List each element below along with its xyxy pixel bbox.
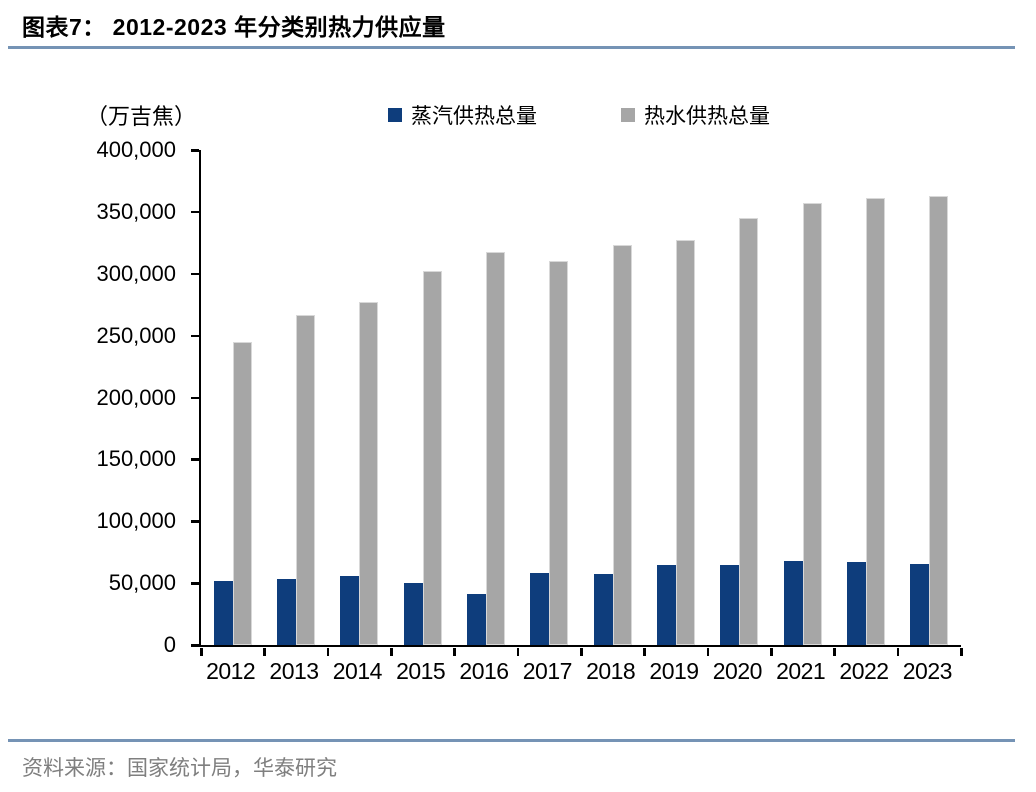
steam-bar-2013 — [277, 579, 296, 645]
hot-water-bar-2017 — [549, 261, 569, 645]
steam-bar-2022 — [847, 562, 866, 645]
y-axis-tick-mark — [190, 334, 199, 338]
steam-legend-label: 蒸汽供热总量 — [411, 105, 537, 128]
y-axis-tick-mark — [190, 458, 199, 461]
chart-title: 图表7： 2012-2023 年分类别热力供应量 — [22, 14, 446, 40]
source-note: 资料来源：国家统计局，华泰研究 — [22, 756, 337, 780]
steam-bar-2012 — [213, 581, 233, 645]
y-axis-tick-label: 200,000 — [96, 384, 176, 410]
y-axis-tick-label: 350,000 — [96, 198, 176, 224]
hot-water-legend-label: 热水供热总量 — [644, 105, 770, 128]
y-axis-tick-mark — [190, 644, 199, 647]
y-axis-tick-mark — [190, 582, 199, 585]
chart-legend: 蒸汽供热总量 热水供热总量 — [199, 100, 959, 130]
y-axis-tick-label: 300,000 — [96, 260, 176, 286]
x-axis-tick-label: 2021 — [776, 658, 826, 684]
y-axis-tick-label: 150,000 — [96, 446, 176, 472]
hot-water-bar-2018 — [612, 244, 632, 645]
y-axis-tick-mark — [190, 520, 199, 523]
steam-bar-2020 — [720, 564, 740, 645]
steam-bar-2018 — [593, 573, 613, 645]
steam-bar-2021 — [783, 560, 803, 645]
x-axis-tick-label: 2022 — [839, 658, 889, 684]
steam-bar-2015 — [403, 583, 423, 645]
title-divider-line — [8, 46, 1015, 49]
x-axis-tick-label: 2019 — [649, 658, 699, 684]
y-axis-tick-label: 0 — [163, 632, 176, 657]
plot-area — [190, 149, 963, 656]
hot-water-bar-2013 — [296, 314, 315, 645]
x-axis-tick-mark — [833, 647, 836, 656]
x-axis-tick-label: 2017 — [522, 658, 573, 684]
x-axis-tick-label: 2023 — [902, 658, 953, 684]
y-axis-tick-mark — [190, 210, 199, 214]
legend-item-steam: 蒸汽供热总量 — [388, 100, 537, 130]
hot-water-bar-2019 — [676, 239, 695, 645]
steam-bar-2017 — [530, 573, 550, 645]
x-axis-tick-mark — [453, 647, 456, 656]
y-axis-tick-label: 50,000 — [108, 570, 176, 596]
hot-water-bar-2020 — [739, 218, 759, 645]
y-axis-tick-mark — [190, 272, 199, 276]
x-axis-tick-label: 2014 — [332, 658, 383, 684]
x-axis-tick-mark — [770, 647, 773, 656]
x-axis-tick-mark — [326, 647, 330, 656]
legend-item-hot-water: 热水供热总量 — [621, 100, 770, 130]
x-axis-tick-label: 2018 — [586, 658, 636, 684]
steam-bar-2023 — [910, 563, 930, 645]
steam-bar-2016 — [467, 593, 486, 645]
y-axis-tick-label: 100,000 — [96, 508, 176, 534]
y-axis-tick-label: 400,000 — [96, 137, 176, 162]
x-axis-tick-label: 2020 — [712, 658, 763, 684]
steam-legend-swatch-icon — [388, 108, 402, 122]
x-axis-tick-mark — [643, 647, 646, 656]
steam-bar-2014 — [340, 575, 360, 645]
x-axis-tick-label: 2016 — [459, 658, 509, 684]
y-axis-tick-label: 250,000 — [96, 322, 176, 348]
x-axis-tick-mark — [706, 647, 710, 656]
steam-bar-2019 — [657, 564, 676, 645]
y-axis-tick-mark — [190, 149, 199, 152]
x-axis-tick-mark — [960, 647, 963, 656]
hot-water-bar-2021 — [802, 202, 822, 645]
x-axis-tick-mark — [896, 647, 900, 656]
hot-water-bar-2023 — [929, 195, 949, 645]
x-axis-tick-label: 2015 — [396, 658, 446, 684]
hot-water-bar-2014 — [359, 302, 379, 645]
x-axis-tick-mark — [516, 647, 520, 656]
hot-water-bar-2022 — [866, 198, 885, 645]
footer-divider-line — [8, 739, 1015, 742]
hot-water-bar-2016 — [486, 252, 505, 645]
x-axis-tick-label: 2012 — [206, 658, 256, 684]
x-axis-tick-mark — [263, 647, 266, 656]
x-axis-tick-mark — [390, 647, 393, 656]
x-axis-tick-mark — [580, 647, 583, 656]
y-axis-unit-label: （万吉焦） — [86, 104, 197, 129]
x-axis-tick-label: 2013 — [269, 658, 319, 684]
x-axis-tick-mark — [200, 647, 203, 656]
hot-water-bar-2015 — [422, 271, 442, 645]
hot-water-legend-swatch-icon — [621, 108, 635, 122]
hot-water-bar-2012 — [232, 342, 252, 645]
y-axis-tick-mark — [190, 396, 199, 399]
